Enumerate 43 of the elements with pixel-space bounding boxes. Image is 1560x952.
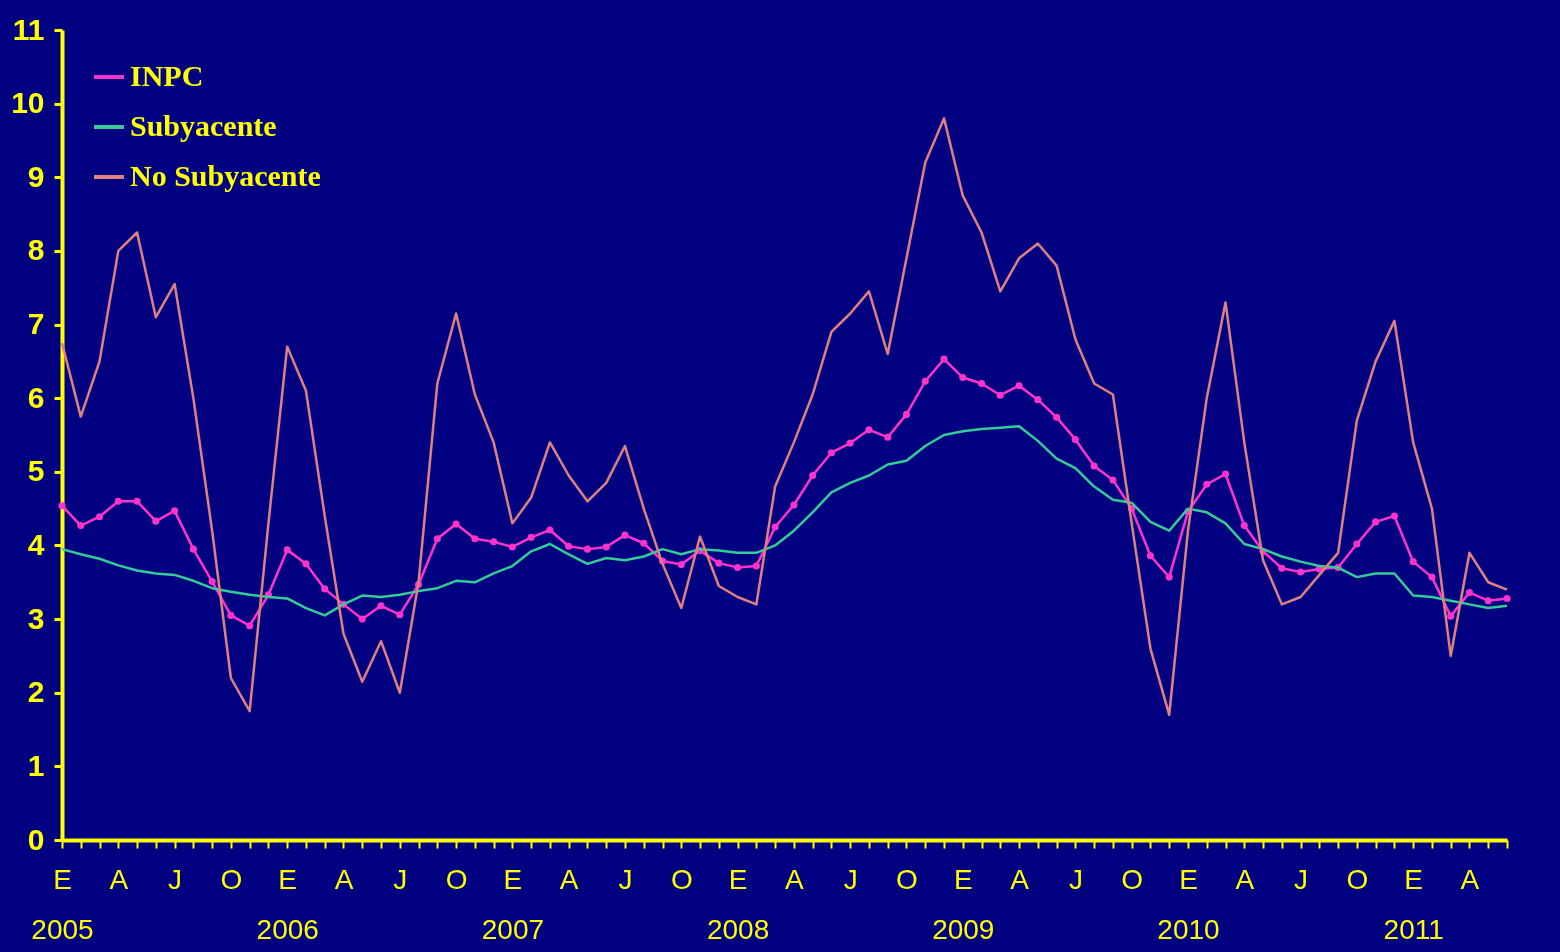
x-tick-label: E 2006 xyxy=(256,863,319,945)
y-tick-label: 0 xyxy=(27,822,45,856)
y-tick-label: 8 xyxy=(27,233,45,267)
x-tick-label: O xyxy=(670,863,693,895)
x-tick-label: A xyxy=(109,863,129,895)
x-tick-label: E 2010 xyxy=(1157,863,1220,945)
legend-label: INPC xyxy=(130,59,204,92)
x-tick-label: E 2008 xyxy=(706,863,770,945)
x-tick-label: E 2007 xyxy=(481,863,545,945)
x-tick-label: J xyxy=(1068,863,1083,895)
x-tick-label: A xyxy=(559,863,579,895)
line-series xyxy=(60,117,1509,717)
x-tick-label: E 2005 xyxy=(31,863,94,945)
x-tick-label: A xyxy=(1010,863,1030,895)
x-tick-label: E 2011 xyxy=(1383,863,1444,945)
x-tick-label: O xyxy=(445,863,468,895)
x-tick-label: O xyxy=(896,863,918,895)
x-tick-label: A xyxy=(1235,863,1255,895)
y-tick-label: 10 xyxy=(11,86,45,120)
y-tick-label: 6 xyxy=(27,380,45,414)
legend-label: No Subyacente xyxy=(130,159,321,192)
y-tick-label: 4 xyxy=(27,527,45,561)
y-tick-label: 11 xyxy=(12,12,45,46)
y-tick-label: 1 xyxy=(27,748,45,782)
x-tick-label: J xyxy=(1294,863,1309,895)
y-tick-label: 3 xyxy=(27,601,45,635)
x-tick-label: J xyxy=(393,863,408,895)
y-tick-label: 5 xyxy=(27,454,45,488)
x-tick-label: A xyxy=(334,863,354,895)
line-series xyxy=(60,424,1509,617)
x-tick-label: J xyxy=(618,863,633,895)
x-tick-label: J xyxy=(843,863,858,895)
x-tick-label: A xyxy=(1460,863,1480,895)
x-tick-label: O xyxy=(1346,863,1369,895)
legend-label: Subyacente xyxy=(130,109,277,142)
y-tick-label: 2 xyxy=(27,675,45,709)
y-tick-label: 7 xyxy=(27,307,45,341)
x-tick-label: E 2009 xyxy=(932,863,995,945)
x-tick-label: A xyxy=(785,863,805,895)
x-tick-label: J xyxy=(168,863,183,895)
x-tick-label: O xyxy=(220,863,243,895)
y-tick-label: 9 xyxy=(27,159,45,193)
x-tick-label: O xyxy=(1121,863,1144,895)
